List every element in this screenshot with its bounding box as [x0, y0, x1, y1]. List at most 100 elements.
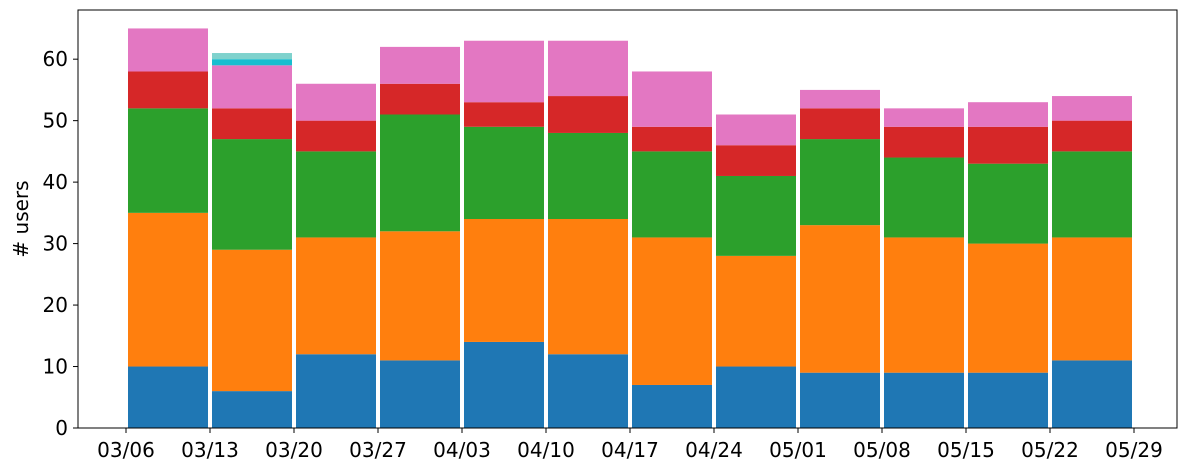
y-tick-label: 60: [43, 47, 68, 71]
bar-segment-1: [884, 372, 964, 428]
bar-segment-2: [1052, 237, 1132, 361]
bar-segment-3: [716, 175, 796, 256]
bar-segment-5: [632, 71, 712, 127]
bar-segment-2: [800, 225, 880, 373]
bar-stack-05-15: [968, 102, 1048, 428]
y-tick-label: 0: [55, 416, 68, 440]
x-axis: 03/06 03/13 03/20 03/27 04/03 04/10 04/17 04/24…: [97, 428, 1163, 462]
bar-segment-1: [212, 391, 292, 428]
x-tick-label: 04/10: [517, 438, 575, 462]
bar-segment-2: [380, 231, 460, 361]
x-tick-label: 05/15: [937, 438, 995, 462]
y-tick-label: 20: [43, 293, 68, 317]
x-tick-label: 03/06: [97, 438, 155, 462]
bar-segment-3: [548, 132, 628, 219]
bar-segment-3: [884, 157, 964, 238]
bar-segment-5: [716, 114, 796, 146]
bar-segment-5: [548, 40, 628, 97]
bar-segment-5: [1052, 96, 1132, 121]
bar-stack-03-06: [128, 28, 208, 428]
bar-segment-4: [968, 126, 1048, 164]
bar-segment-5: [464, 40, 544, 103]
bar-segment-1: [128, 366, 208, 428]
bar-segment-4: [1052, 120, 1132, 152]
bar-segment-4: [884, 126, 964, 158]
bar-segment-2: [884, 237, 964, 373]
x-tick-label: 04/03: [433, 438, 491, 462]
bar-segment-4: [548, 96, 628, 133]
y-tick-label: 40: [43, 170, 68, 194]
bar-segment-2: [548, 219, 628, 355]
plot-frame: [77, 9, 1178, 429]
bar-stack-03-27: [380, 46, 460, 428]
bar-stack-04-03: [464, 40, 544, 428]
bar-stack-04-17: [632, 71, 712, 428]
bar-segment-2: [212, 249, 292, 392]
bar-segment-4: [464, 102, 544, 127]
bar-segment-4: [716, 145, 796, 176]
x-tick-label: 03/27: [349, 438, 407, 462]
bar-segment-1: [548, 354, 628, 428]
bar-segment-3: [1052, 151, 1132, 238]
bar-segment-4: [800, 108, 880, 140]
bar-segment-1: [968, 372, 1048, 428]
bar-segment-2: [464, 219, 544, 342]
y-axis-label: # users: [9, 180, 33, 257]
bar-segment-5: [884, 108, 964, 127]
bar-segment-1: [380, 360, 460, 428]
x-tick-label: 05/01: [769, 438, 827, 462]
bar-stack-04-10: [548, 40, 628, 428]
bar-segment-1: [296, 354, 376, 428]
bar-segment-3: [296, 151, 376, 238]
x-tick-label: 05/22: [1021, 438, 1079, 462]
x-tick-label: 05/29: [1105, 438, 1163, 462]
bar-segment-7: [212, 53, 292, 60]
bar-segment-1: [716, 366, 796, 428]
bar-segment-2: [128, 212, 208, 367]
bar-segment-3: [632, 151, 712, 238]
bar-segment-5: [212, 65, 292, 109]
y-tick-label: 50: [43, 109, 68, 133]
bar-segment-3: [968, 163, 1048, 244]
y-tick-label: 30: [43, 232, 68, 256]
y-tick-label: 10: [43, 355, 68, 379]
bar-segment-5: [380, 46, 460, 84]
bar-segment-4: [296, 120, 376, 152]
bar-segment-3: [212, 139, 292, 250]
bars-layer: [128, 28, 1132, 428]
bar-stack-03-13: [212, 53, 292, 428]
bar-segment-1: [1052, 360, 1132, 428]
bar-segment-5: [296, 83, 376, 121]
bar-segment-1: [464, 341, 544, 428]
bar-segment-2: [968, 243, 1048, 373]
bar-segment-4: [632, 126, 712, 152]
y-axis: 0 10 20 30 40 50 60: [43, 47, 78, 440]
x-tick-label: 04/24: [685, 438, 743, 462]
bar-stack-05-22: [1052, 96, 1132, 428]
bar-stack-03-20: [296, 83, 376, 428]
bar-segment-5: [128, 28, 208, 72]
bar-stack-05-01: [800, 89, 880, 428]
x-tick-label: 04/17: [601, 438, 659, 462]
bar-segment-3: [128, 108, 208, 213]
bar-segment-3: [380, 114, 460, 232]
bar-segment-4: [380, 83, 460, 115]
bar-segment-4: [212, 108, 292, 140]
bar-segment-1: [632, 384, 712, 428]
x-tick-label: 05/08: [853, 438, 911, 462]
bar-segment-2: [296, 237, 376, 355]
bar-segment-3: [800, 139, 880, 226]
bar-segment-2: [716, 255, 796, 367]
bar-segment-5: [968, 102, 1048, 127]
bar-segment-3: [464, 126, 544, 219]
bar-stack-04-24: [716, 114, 796, 428]
bar-segment-2: [632, 237, 712, 385]
x-tick-label: 03/20: [265, 438, 323, 462]
bar-segment-1: [800, 372, 880, 428]
bar-stack-05-08: [884, 108, 964, 428]
bar-segment-6: [212, 59, 292, 66]
bar-segment-4: [128, 71, 208, 109]
x-tick-label: 03/13: [181, 438, 239, 462]
